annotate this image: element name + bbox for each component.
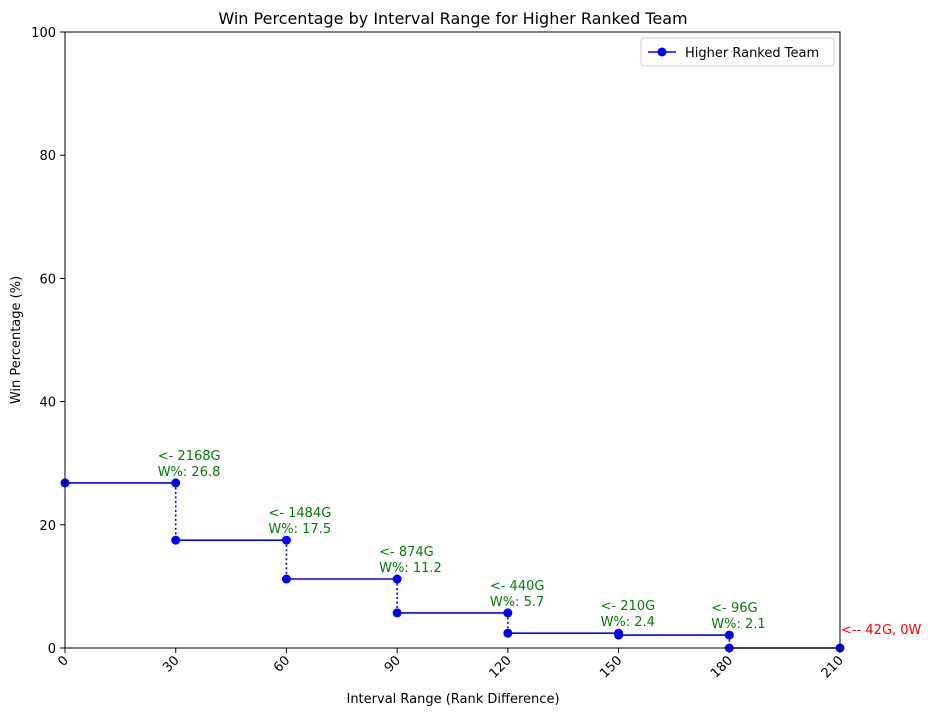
x-axis-label: Interval Range (Rank Difference) bbox=[346, 692, 559, 707]
y-tick-label: 20 bbox=[39, 519, 56, 534]
annotation-label: <- 1484G bbox=[268, 506, 331, 521]
y-tick-label: 0 bbox=[48, 642, 56, 657]
data-point bbox=[171, 535, 181, 545]
data-point bbox=[281, 535, 291, 545]
annotation-label: W%: 2.1 bbox=[711, 617, 765, 632]
axes-frame bbox=[64, 31, 841, 649]
data-point bbox=[614, 630, 624, 640]
annotation-label: W%: 11.2 bbox=[379, 561, 442, 576]
data-point bbox=[503, 628, 513, 638]
annotation-label: <- 210G bbox=[601, 599, 656, 614]
data-point bbox=[392, 574, 402, 584]
annotation-label: <- 96G bbox=[711, 601, 757, 616]
annotation-label: <- 440G bbox=[490, 579, 545, 594]
y-tick-label: 40 bbox=[39, 396, 56, 411]
legend: Higher Ranked Team bbox=[640, 37, 835, 67]
y-tick-label: 100 bbox=[31, 26, 56, 41]
annotation-label: <- 874G bbox=[379, 545, 434, 560]
legend-box bbox=[640, 37, 835, 67]
y-axis-label: Win Percentage (%) bbox=[9, 276, 24, 404]
y-tick-label: 60 bbox=[39, 272, 56, 287]
annotation-label: W%: 17.5 bbox=[268, 522, 331, 537]
annotation-label: <- 2168G bbox=[158, 449, 221, 464]
annotation-label: W%: 26.8 bbox=[158, 465, 221, 480]
data-point bbox=[392, 608, 402, 618]
y-tick-label: 80 bbox=[39, 149, 56, 164]
data-point bbox=[281, 574, 291, 584]
annotation-label: W%: 5.7 bbox=[490, 595, 544, 610]
annotation-label: W%: 2.4 bbox=[601, 615, 655, 630]
data-point bbox=[503, 608, 513, 618]
data-point bbox=[171, 478, 181, 488]
data-point bbox=[724, 630, 734, 640]
legend-marker-sample bbox=[657, 47, 667, 57]
legend-label: Higher Ranked Team bbox=[685, 46, 819, 61]
annotation-label: <-- 42G, 0W bbox=[841, 623, 922, 638]
chart-title: Win Percentage by Interval Range for Hig… bbox=[218, 9, 687, 28]
